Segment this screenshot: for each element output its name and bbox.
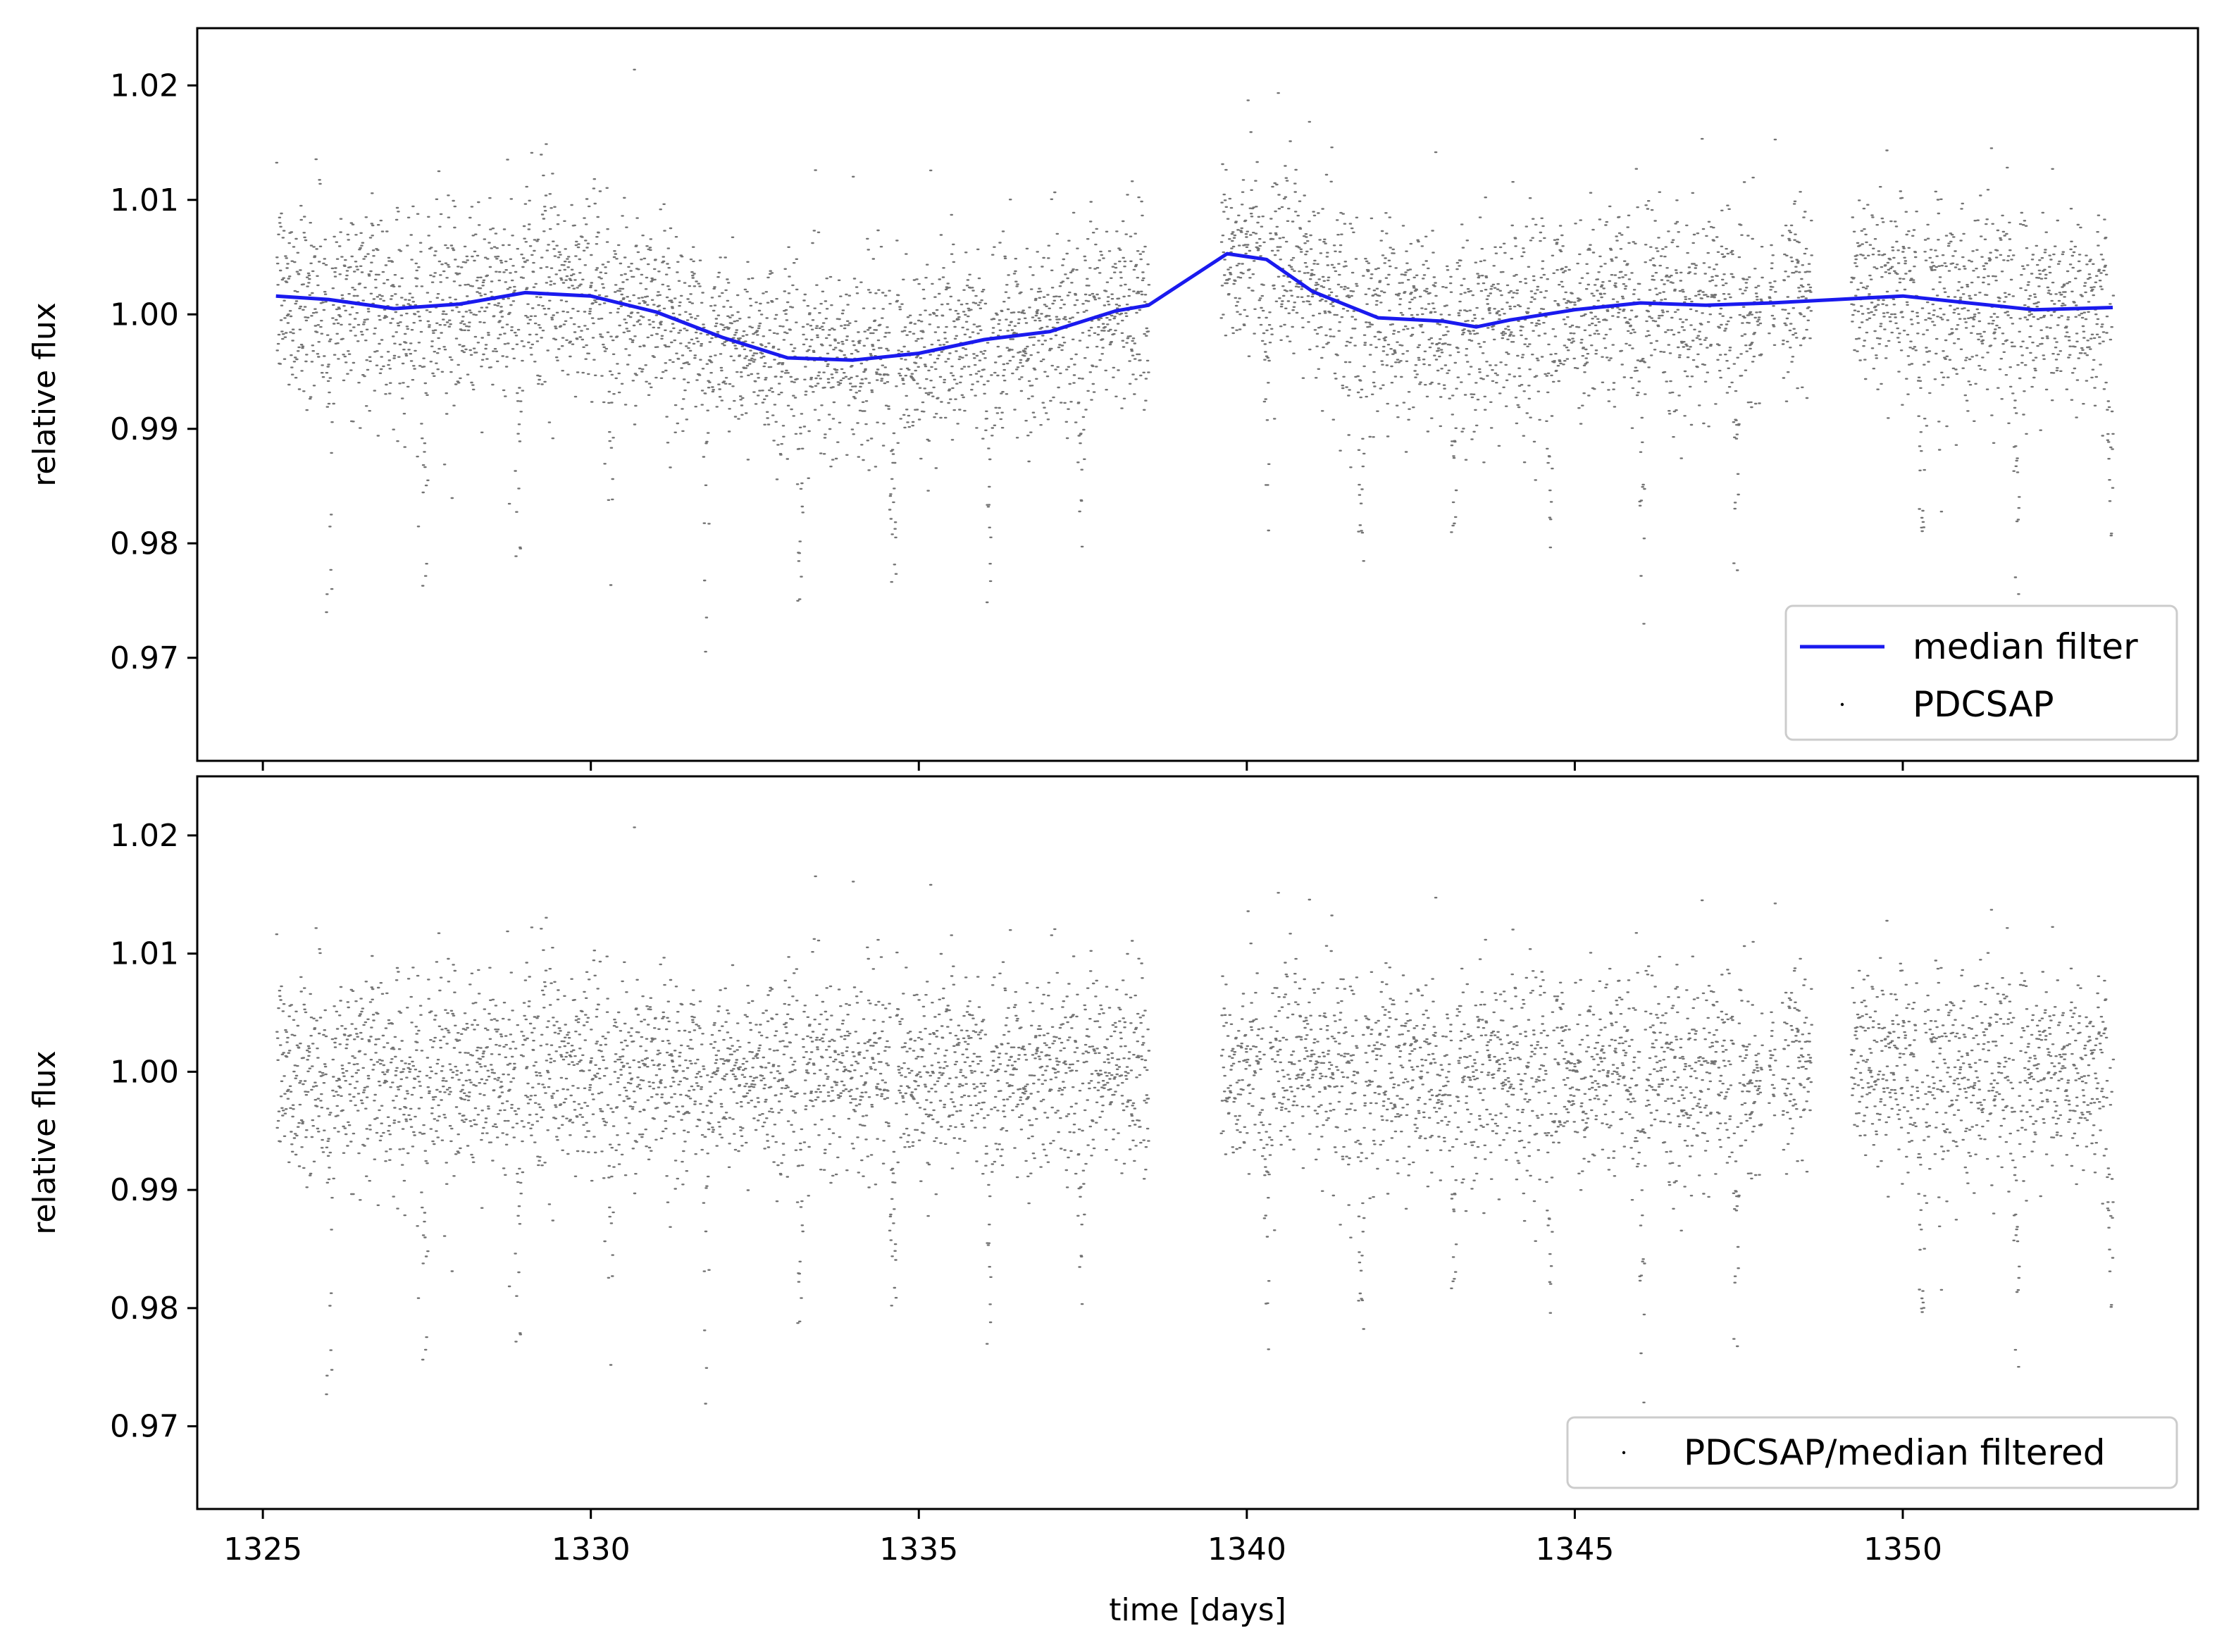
y-tick-label: 1.01 bbox=[110, 182, 179, 218]
y-tick-label: 0.97 bbox=[110, 1409, 179, 1445]
y-tick-label: 1.00 bbox=[110, 1054, 179, 1090]
legend-filtered-label: PDCSAP/median filtered bbox=[1684, 1432, 2105, 1473]
bottom-y-axis-label: relative flux bbox=[27, 1050, 63, 1235]
top-axes-frame bbox=[196, 27, 2199, 762]
legend-pdcsap-swatch bbox=[1840, 702, 1844, 707]
bottom-panel: 0.97 0.98 0.99 1.00 1.01 1.02 1325 1330 1335 134… bbox=[27, 775, 2199, 1628]
bottom-filtered-points bbox=[275, 826, 2116, 1405]
y-tick-label: 0.98 bbox=[110, 1291, 179, 1327]
top-y-ticks: 0.97 0.98 0.99 1.00 1.01 1.02 bbox=[110, 68, 197, 676]
x-tick-label: 1335 bbox=[879, 1532, 958, 1567]
y-tick-label: 1.01 bbox=[110, 936, 179, 972]
y-tick-label: 0.99 bbox=[110, 411, 179, 447]
top-panel: 0.97 0.98 0.99 1.00 1.01 1.02 relative flux m… bbox=[27, 27, 2199, 771]
top-y-axis-label: relative flux bbox=[27, 302, 63, 487]
y-tick-label: 0.98 bbox=[110, 526, 179, 561]
bottom-legend: PDCSAP/median filtered bbox=[1566, 1416, 2178, 1489]
bottom-axes-frame bbox=[196, 775, 2199, 1510]
legend-median-filter-label: median filter bbox=[1913, 626, 2138, 667]
filtered-scatter bbox=[275, 826, 2116, 1405]
x-tick-label: 1325 bbox=[223, 1532, 302, 1567]
bottom-y-ticks: 0.97 0.98 0.99 1.00 1.01 1.02 bbox=[110, 818, 197, 1445]
pdcsap-scatter bbox=[275, 68, 2116, 653]
x-tick-label: 1340 bbox=[1207, 1532, 1286, 1567]
median-filter-line bbox=[275, 251, 2113, 362]
y-tick-label: 0.99 bbox=[110, 1172, 179, 1208]
top-legend: median filter PDCSAP bbox=[1784, 604, 2178, 741]
y-tick-label: 1.00 bbox=[110, 297, 179, 333]
top-x-ticks bbox=[261, 761, 1904, 771]
y-tick-label: 0.97 bbox=[110, 640, 179, 676]
top-pdcsap-points bbox=[275, 68, 2116, 653]
x-tick-label: 1330 bbox=[552, 1532, 631, 1567]
x-tick-label: 1345 bbox=[1535, 1532, 1614, 1567]
bottom-x-ticks: 1325 1330 1335 1340 1345 1350 bbox=[223, 1509, 1942, 1567]
y-tick-label: 1.02 bbox=[110, 68, 179, 104]
legend-pdcsap-label: PDCSAP bbox=[1913, 684, 2054, 725]
bottom-legend-box bbox=[1566, 1416, 2178, 1489]
x-tick-label: 1350 bbox=[1863, 1532, 1942, 1567]
x-axis-label: time [days] bbox=[1109, 1592, 1286, 1628]
y-tick-label: 1.02 bbox=[110, 818, 179, 854]
top-legend-box bbox=[1784, 604, 2178, 741]
legend-filtered-swatch bbox=[1622, 1451, 1626, 1455]
